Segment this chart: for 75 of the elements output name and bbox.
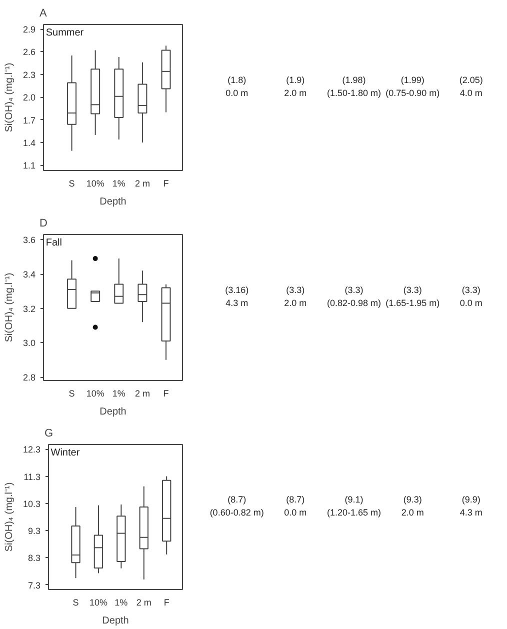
category-label: (0.60-0.82 m): [210, 508, 264, 518]
category-label: 2.0 m: [401, 508, 424, 518]
category-label: 2.0 m: [284, 298, 307, 308]
y-tick-label: 3.4: [22, 270, 36, 280]
y-axis-title: Si(OH)₄ (mg.l⁻¹): [4, 62, 15, 132]
y-tick-label: 2.6: [22, 47, 36, 58]
text: (9.3): [403, 494, 422, 505]
y-tick-label: 3.0: [22, 338, 36, 348]
x-axis-title: Depth: [100, 196, 126, 208]
category-label: (0.75-0.90 m): [386, 88, 440, 98]
category-label: 4.3 m: [460, 508, 482, 518]
x-tick-label: 2 m: [136, 598, 152, 608]
text: (9.9): [462, 494, 480, 505]
x-tick-label: S: [72, 598, 79, 608]
category-label: (1.65-1.95 m): [386, 298, 440, 308]
chart-title: D: [40, 218, 48, 230]
y-tick-label: 2.9: [22, 24, 36, 35]
text: (2.05): [459, 74, 483, 85]
text: (1.8): [228, 74, 246, 85]
text: (1.9): [286, 74, 305, 85]
text: (9.1): [344, 494, 364, 505]
x-axis-title: Depth: [102, 616, 129, 626]
text: (3.3): [403, 284, 422, 295]
x-tick-label: F: [163, 178, 170, 188]
text: (1.99): [400, 74, 424, 85]
chart-title: G: [44, 428, 54, 440]
y-tick-label: 3.6: [22, 235, 36, 246]
y-axis-title: Si(OH)₄ (mg.l⁻¹): [4, 272, 15, 342]
y-tick-label: 10.3: [22, 498, 41, 509]
chart-subtitle: Summer: [46, 28, 84, 38]
x-tick-label: 10%: [89, 598, 108, 608]
text: (3.3): [286, 284, 305, 295]
x-tick-label: S: [68, 178, 75, 188]
y-tick-label: 2.8: [22, 372, 36, 383]
y-tick-label: 1.1: [22, 160, 36, 171]
chart-subtitle: Winter: [50, 448, 80, 458]
category-label: 0.0 m: [284, 508, 307, 518]
y-tick-label: 2.3: [22, 70, 36, 80]
x-tick-label: 1%: [112, 388, 126, 398]
text: (3.16): [225, 284, 249, 295]
y-tick-label: 12.3: [22, 444, 41, 455]
y-tick-label: 11.3: [24, 472, 41, 482]
y-tick-label: 1.4: [22, 138, 36, 148]
x-tick-label: 1%: [114, 598, 128, 608]
y-tick-label: 9.3: [28, 526, 41, 536]
category-label: 2.0 m: [284, 88, 307, 98]
category-label: 0.0 m: [460, 298, 482, 308]
y-tick-label: 8.3: [28, 553, 41, 564]
chart-title: A: [40, 8, 48, 20]
chart-subtitle: Fall: [46, 238, 62, 248]
x-tick-label: 2 m: [134, 388, 150, 398]
x-tick-label: 10%: [86, 178, 104, 188]
x-tick-label: F: [163, 388, 170, 398]
x-tick-label: S: [68, 388, 75, 398]
x-tick-label: 10%: [86, 388, 104, 398]
y-tick-label: 3.2: [22, 304, 36, 314]
category-label: 4.0 m: [460, 88, 482, 98]
y-tick-label: 2.0: [22, 92, 36, 103]
x-tick-label: 1%: [112, 178, 126, 188]
category-label: (0.82-0.98 m): [326, 298, 382, 308]
category-label: (1.50-1.80 m): [326, 88, 382, 98]
x-tick-label: 2 m: [134, 178, 150, 188]
y-axis-title: Si(OH)₄ (mg.l⁻¹): [4, 482, 15, 552]
x-tick-label: F: [164, 598, 170, 608]
category-label: 0.0 m: [226, 88, 248, 98]
category-label: (1.20-1.65 m): [326, 508, 382, 518]
category-label: 4.3 m: [226, 298, 248, 308]
text: (1.98): [342, 74, 366, 85]
text: (8.7): [286, 494, 305, 505]
text: (8.7): [228, 494, 246, 505]
text: (3.3): [462, 284, 480, 295]
text: (3.3): [344, 284, 364, 295]
x-axis-title: Depth: [100, 406, 126, 418]
y-tick-label: 7.3: [28, 580, 41, 590]
y-tick-label: 1.7: [22, 115, 36, 126]
